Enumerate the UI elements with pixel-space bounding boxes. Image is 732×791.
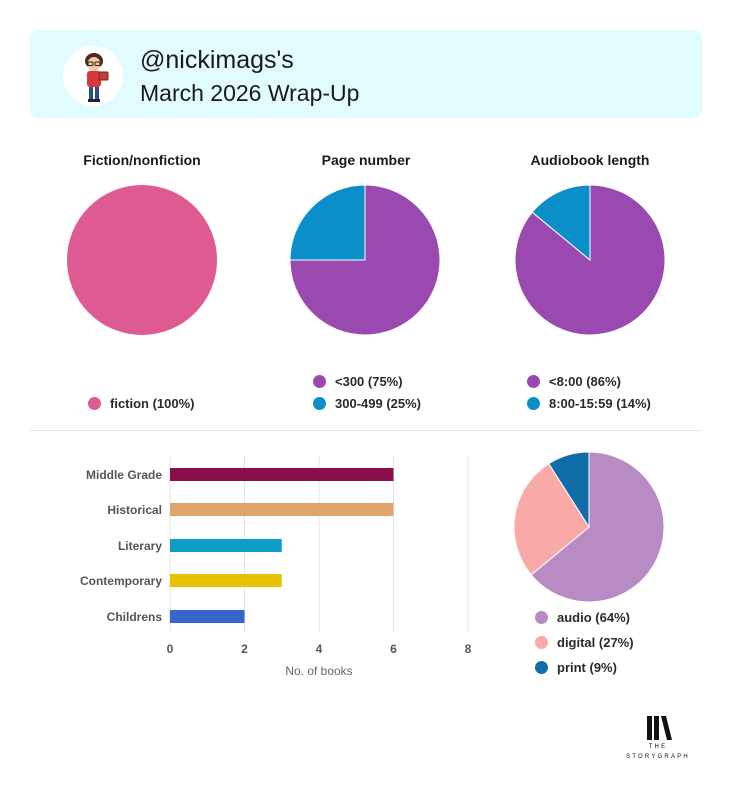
storygraph-logo-line1: THE <box>648 744 668 750</box>
legend-fiction: fiction (100%) <box>88 396 195 411</box>
legend-pages-under-300: <300 (75%) <box>313 374 403 389</box>
bar-x-axis-label: No. of books <box>285 664 352 678</box>
user-avatar[interactable] <box>63 46 123 106</box>
legend-dot <box>313 397 326 410</box>
legend-label: <8:00 (86%) <box>549 374 621 389</box>
avatar-illustration <box>63 46 123 106</box>
legend-dot <box>527 375 540 388</box>
legend-label: print (9%) <box>557 660 617 675</box>
pages-pie-slice-300[interactable] <box>289 184 441 336</box>
legend-dot <box>535 611 548 624</box>
bar-x-tick-label: 6 <box>390 642 397 656</box>
format-pie-chart <box>513 451 665 603</box>
format-pie-slice-digital[interactable] <box>513 462 590 576</box>
bar-category-label: Childrens <box>107 610 163 624</box>
audio-pie-chart <box>514 184 666 336</box>
bar-x-tick-label: 8 <box>465 642 472 656</box>
genre-bar-chart: Middle Grade Historical Literary Contempora… <box>80 456 472 678</box>
bar-literary[interactable] <box>170 539 282 552</box>
legend-format-digital: digital (27%) <box>535 635 634 650</box>
bar-category-label: Contemporary <box>80 574 162 588</box>
legend-label: digital (27%) <box>557 635 634 650</box>
audio-pie-title: Audiobook length <box>530 152 650 168</box>
pages-pie-title: Page number <box>321 152 411 168</box>
legend-dot <box>88 397 101 410</box>
fiction-pie-title: Fiction/nonfiction <box>83 152 201 168</box>
format-pie-slice-print[interactable] <box>548 451 590 529</box>
legend-label: 8:00-15:59 (14%) <box>549 396 651 411</box>
bar-contemporary[interactable] <box>170 574 282 587</box>
legend-format-audio: audio (64%) <box>535 610 630 625</box>
wrapup-header: @nickimags's March 2026 Wrap-Up <box>30 30 702 118</box>
legend-dot <box>313 375 326 388</box>
bar-category-label: Literary <box>118 539 162 553</box>
bar-middle-grade[interactable] <box>170 468 394 481</box>
format-pie-slice-audio[interactable] <box>530 451 665 603</box>
storygraph-logo-icon[interactable] <box>612 714 704 764</box>
bar-category-label: Historical <box>107 503 162 517</box>
bar-category-label: Middle Grade <box>86 468 162 482</box>
legend-format-print: print (9%) <box>535 660 617 675</box>
legend-pages-300-499: 300-499 (25%) <box>313 396 421 411</box>
storygraph-logo-line2: STORYGRAPH <box>626 754 690 760</box>
bar-x-tick-label: 2 <box>241 642 248 656</box>
wrapup-username: @nickimags's <box>140 46 294 74</box>
legend-dot <box>535 661 548 674</box>
legend-audio-short: <8:00 (86%) <box>527 374 621 389</box>
bar-x-tick-label: 4 <box>316 642 323 656</box>
legend-dot <box>527 397 540 410</box>
legend-label: fiction (100%) <box>110 396 195 411</box>
legend-dot <box>535 636 548 649</box>
audio-pie-slice-8-00-15-59[interactable] <box>531 184 591 262</box>
legend-label: audio (64%) <box>557 610 630 625</box>
section-divider <box>30 430 702 431</box>
pages-pie-slice-300-499[interactable] <box>289 184 366 261</box>
bar-childrens[interactable] <box>170 610 245 623</box>
wrapup-subtitle: March 2026 Wrap-Up <box>140 80 360 106</box>
legend-audio-medium: 8:00-15:59 (14%) <box>527 396 651 411</box>
fiction-pie-slice-fiction[interactable] <box>67 185 217 335</box>
legend-label: <300 (75%) <box>335 374 403 389</box>
fiction-pie-chart <box>67 185 217 335</box>
bar-historical[interactable] <box>170 503 394 516</box>
bar-x-tick-label: 0 <box>167 642 174 656</box>
legend-label: 300-499 (25%) <box>335 396 421 411</box>
pages-pie-chart <box>289 184 441 336</box>
